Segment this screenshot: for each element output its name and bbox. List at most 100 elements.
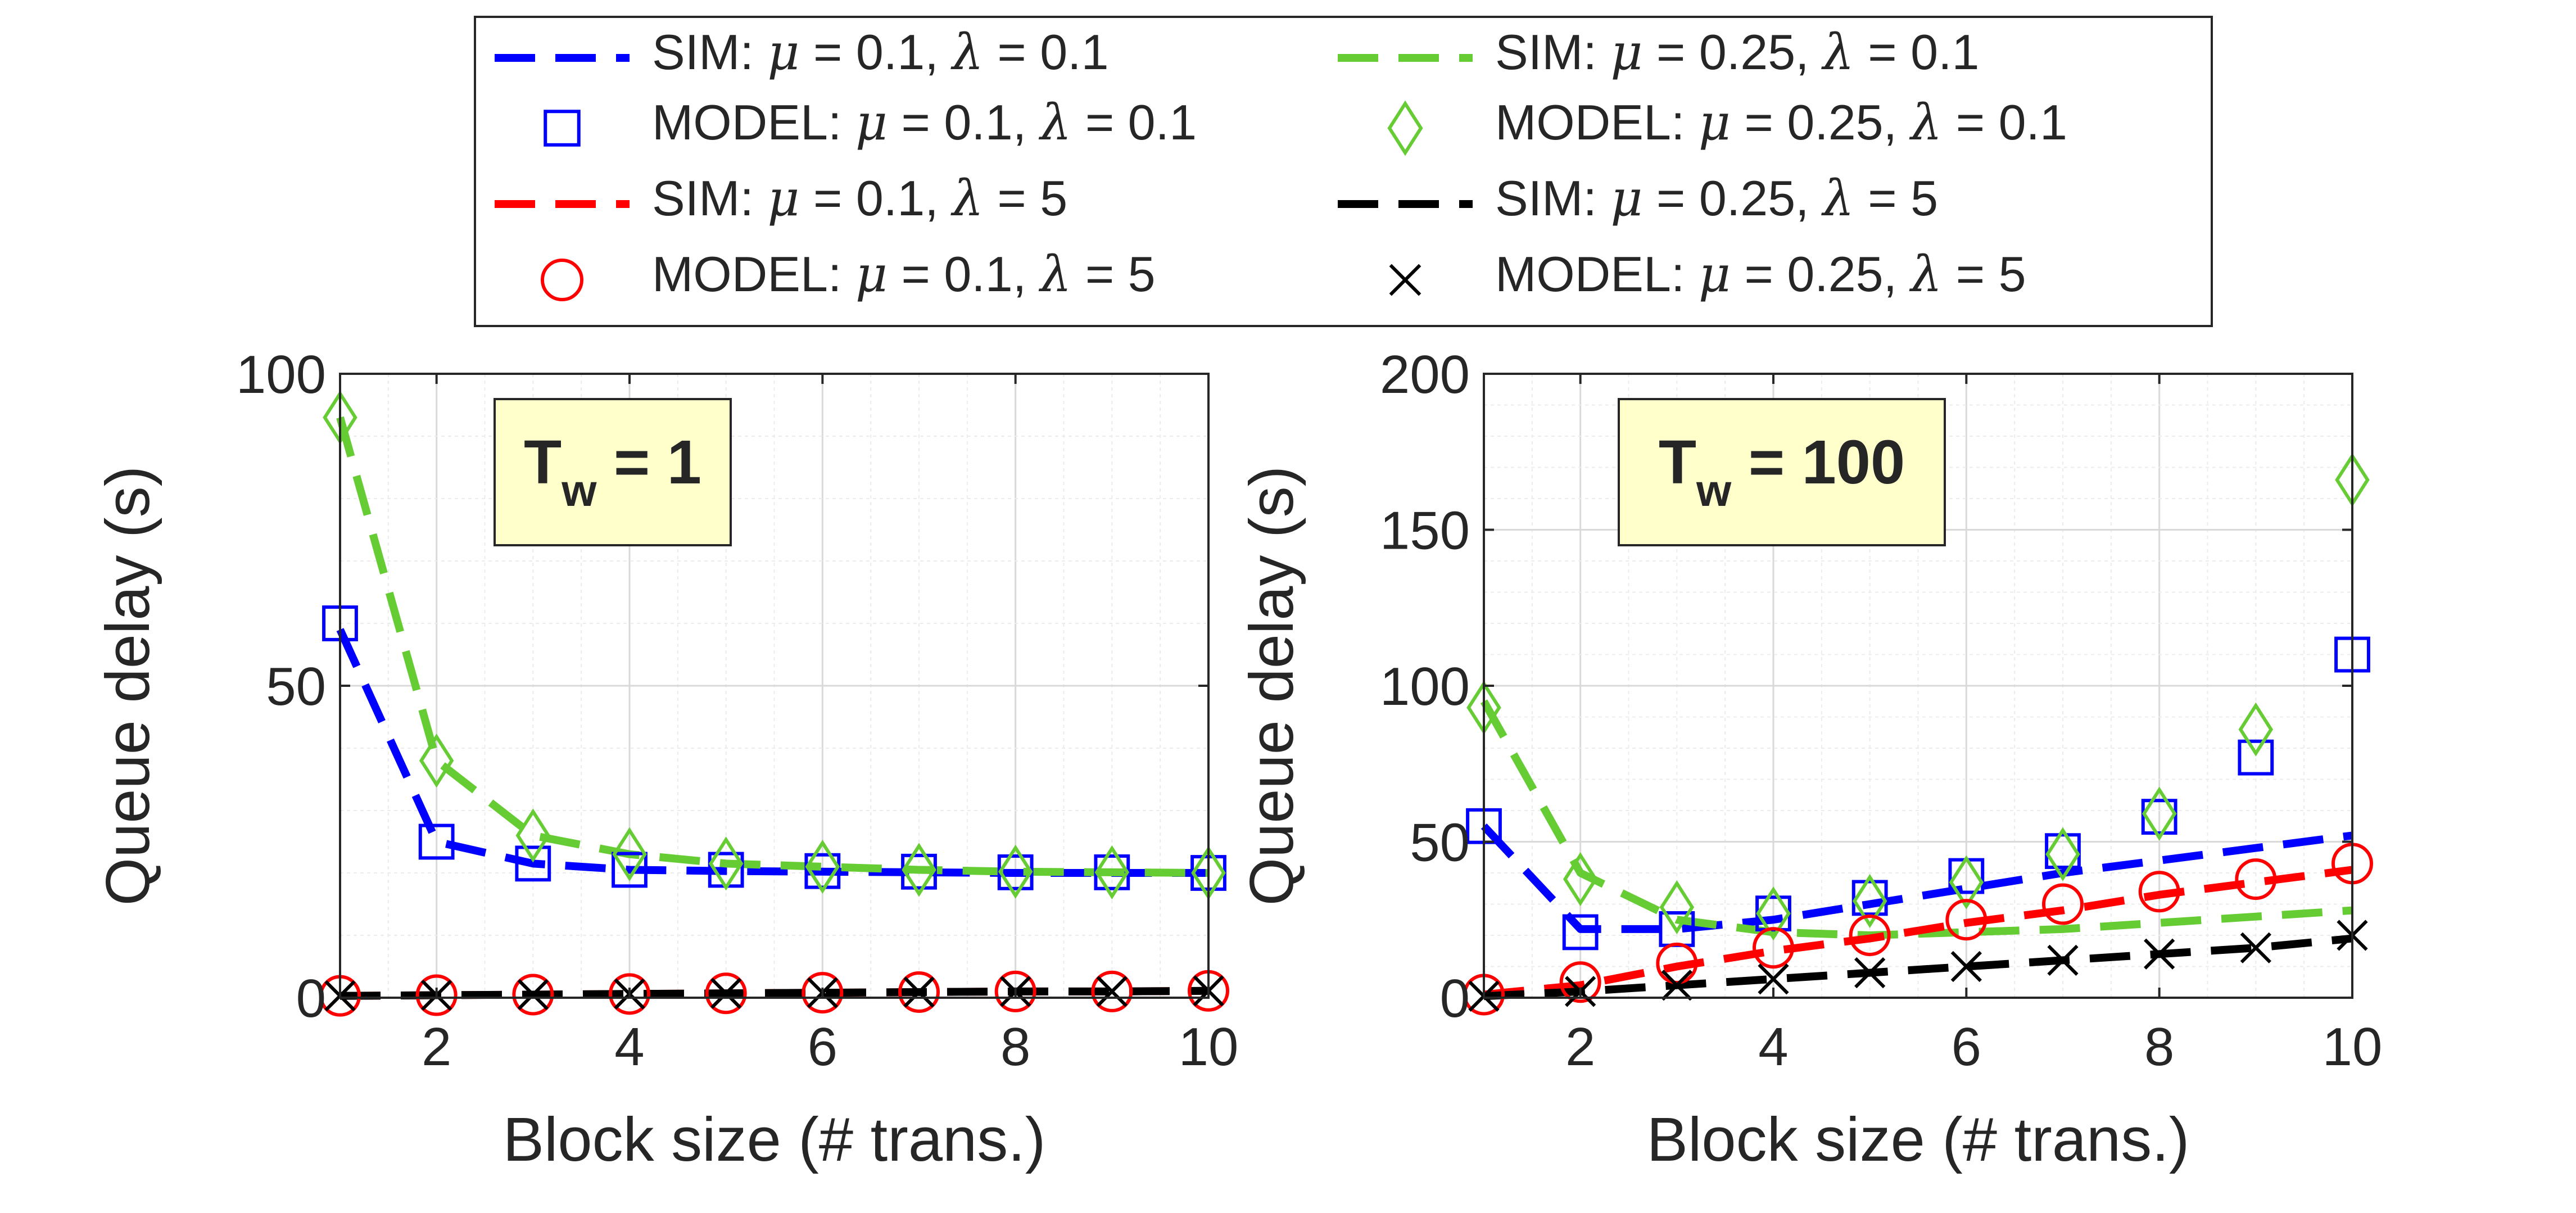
data-point-square [612,852,648,888]
annotation-box: Tw = 1 [494,398,732,546]
legend-label: MODEL: μ = 0.1, λ = 5 [652,245,1156,303]
legend-label: SIM: μ = 0.25, λ = 5 [1495,169,1938,227]
series-line-sim-mu025-l01 [1480,699,2353,939]
legend-label: MODEL: μ = 0.25, λ = 0.1 [1495,93,2067,151]
data-point-diamond [515,808,551,863]
y-tick-label: 50 [266,657,326,717]
series-markers-mod-mu01-l5 [319,970,1229,1017]
x-tick-label: 2 [422,1017,451,1077]
legend-label: MODEL: μ = 0.1, λ = 0.1 [652,93,1197,151]
data-point-diamond [2045,827,2080,881]
data-point-x [903,976,935,1008]
data-point-circle [1849,915,1891,956]
x-tick-label: 8 [2144,1017,2174,1077]
y-tick-label: 150 [1380,501,1470,561]
legend-diamond-marker [1387,100,1423,156]
annotation-background [1618,398,1946,546]
series-line-sim-mu01-l5 [1483,866,2353,999]
series-line-sim-mu025-l5 [1483,934,2353,1001]
legend-entry-sim-mu025-l01: SIM: μ = 0.25, λ = 0.1 [1338,23,1979,81]
data-point-diamond [902,843,936,897]
data-point-x [710,977,742,1009]
data-point-circle [2042,883,2084,925]
series-line-sim-mu025-l5 [339,986,1209,1000]
data-point-diamond [2142,786,2177,841]
y-tick-label: 0 [1440,968,1470,1029]
data-point-circle [512,974,554,1016]
data-point-square [1562,914,1599,951]
y-tick-label: 50 [1410,813,1470,873]
y-axis-label: Queue delay (s) [93,466,162,906]
data-point-square [2045,833,2081,870]
legend-label: SIM: μ = 0.25, λ = 0.1 [1495,23,1979,81]
annotation-label: Tw = 1 [524,428,701,515]
legend: SIM: μ = 0.1, λ = 0.1 SIM: μ = 0.25, λ = … [474,16,2213,327]
data-point-diamond [1659,880,1695,935]
legend-box [474,16,2213,327]
legend-entry-mod-mu01-l5: MODEL: μ = 0.1, λ = 5 [541,245,1156,303]
x-tick-label: 8 [1000,1017,1030,1077]
y-axis-label: Queue delay (s) [1237,466,1306,906]
y-tick-label: 100 [1380,657,1470,717]
data-point-square [2238,739,2274,776]
x-tick-label: 2 [1565,1017,1595,1077]
annotation-box: Tw = 100 [1618,398,1946,546]
x-tick-label: 10 [1179,1017,1239,1077]
series-markers-mod-mu01-l5 [1463,843,2373,1016]
data-point-x [517,979,549,1011]
annotation-background [494,398,732,546]
data-point-square [804,853,841,889]
legend-entry-mod-mu025-l5: MODEL: μ = 0.25, λ = 5 [1389,245,2026,303]
data-point-square [515,845,551,882]
data-point-circle [1945,899,1988,941]
data-point-circle [994,970,1036,1012]
data-point-diamond [1949,855,1984,909]
x-tick-label: 6 [1952,1017,1981,1077]
data-point-circle [2138,871,2180,913]
y-tick-label: 200 [1380,345,1470,405]
data-point-diamond [2238,702,2274,757]
data-point-square [901,853,937,890]
data-point-diamond [708,836,744,891]
data-point-circle [802,972,844,1014]
data-point-circle [1559,961,1601,1003]
data-point-x [1661,970,1692,1001]
data-point-circle [1656,942,1698,984]
data-point-square [1851,880,1888,916]
data-point-diamond [612,827,647,881]
x-axis-label: Block size (# trans.) [503,1105,1046,1174]
x-axis-label: Block size (# trans.) [1647,1105,2190,1174]
legend-square-marker [544,110,581,147]
data-point-x [2047,944,2079,976]
data-point-diamond [419,734,454,788]
data-point-circle [1091,970,1133,1012]
legend-circle-marker [541,259,583,301]
data-point-square [2141,799,2177,835]
y-tick-label: 0 [296,968,326,1029]
data-point-diamond [805,839,840,894]
data-point-circle [2235,858,2277,900]
legend-label: SIM: μ = 0.1, λ = 0.1 [652,23,1109,81]
series-line-sim-mu025-l01 [336,416,1209,877]
series-markers-mod-mu025-l01 [323,390,1226,900]
y-tick-label: 100 [236,345,326,405]
data-point-x [1950,951,1982,983]
legend-entry-sim-mu01-l01: SIM: μ = 0.1, λ = 0.1 [495,23,1109,81]
legend-label: MODEL: μ = 0.25, λ = 5 [1495,245,2026,303]
data-point-circle [898,971,940,1013]
x-tick-label: 6 [808,1017,837,1077]
x-tick-label: 4 [614,1017,644,1077]
data-point-x [1854,957,1886,989]
annotation-label: Tw = 100 [1659,428,1905,515]
data-point-circle [705,972,747,1015]
data-point-x [1096,976,1128,1007]
data-point-square [418,823,455,860]
data-point-x [2240,932,2271,963]
data-point-circle [415,974,458,1016]
legend-entry-sim-mu025-l5: SIM: μ = 0.25, λ = 5 [1338,169,1938,227]
data-point-diamond [1756,886,1791,941]
data-point-diamond [1852,873,1887,929]
data-point-diamond [1094,845,1130,899]
data-point-circle [1753,927,1794,969]
